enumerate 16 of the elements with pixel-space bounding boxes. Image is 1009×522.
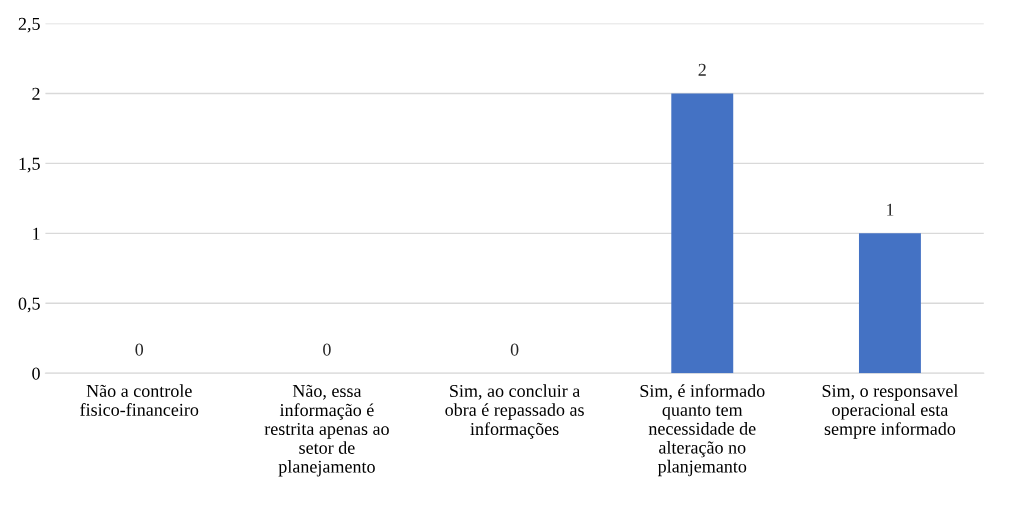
x-tick-label: Não, essa informação é restrita apenas ao setor de planejamento — [264, 384, 389, 477]
y-tick-label: 1,5 — [19, 157, 40, 173]
y-tick-label: 0 — [32, 367, 40, 380]
data-label: 0 — [135, 343, 144, 356]
y-tick-label: 2 — [32, 87, 40, 100]
x-tick-label: Sim, ao concluir a obra é repassado as informações — [445, 384, 584, 439]
x-tick-label: Sim, é informado quanto tem necessidade de alteração no planjemanto — [640, 384, 765, 477]
y-tick-label: 1 — [33, 227, 40, 240]
y-tick-label: 2,5 — [18, 17, 40, 33]
y-tick-label: 0,5 — [18, 297, 40, 313]
data-label: 0 — [510, 343, 519, 356]
data-label: 1 — [887, 203, 894, 216]
data-label: 2 — [698, 63, 706, 76]
x-tick-label: Sim, o responsavel operacional esta sempre informado — [822, 384, 959, 439]
data-label: 0 — [323, 343, 331, 356]
x-tick-label: Não a controle fisico-financeiro — [80, 384, 199, 416]
